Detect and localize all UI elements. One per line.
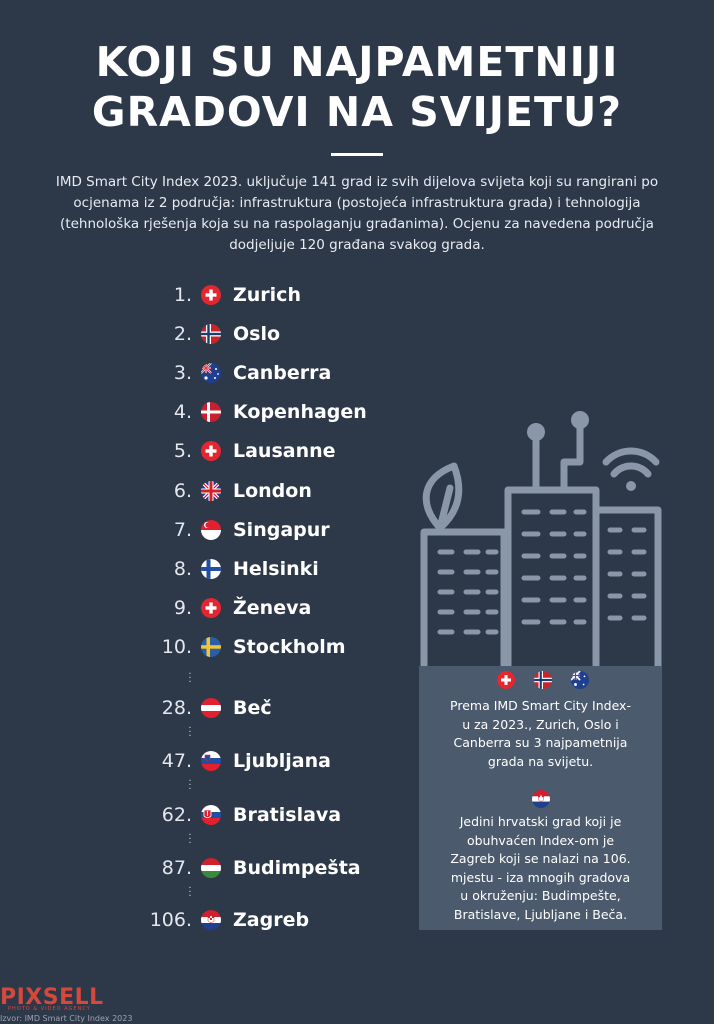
ellipsis-dots: · · ·	[188, 883, 192, 902]
pixsell-logo: PIXSELL	[0, 985, 104, 1010]
panel-text-line: Canberra su 3 najpametnija	[453, 735, 628, 750]
panel-text-line: Bratislave, Ljubljane i Beča.	[453, 906, 628, 922]
rank-number: 10.	[161, 636, 192, 658]
smart-city-buildings-icon	[420, 411, 662, 670]
uk-flag-icon	[201, 481, 221, 501]
title-divider	[331, 153, 383, 156]
rank-number: 62.	[161, 804, 192, 826]
rank-number: 7.	[173, 519, 192, 541]
logo-subtitle: PHOTO & VIDEO AGENCY	[8, 1006, 91, 1012]
australia-flag-icon	[571, 671, 589, 689]
city-name: Zurich	[233, 284, 301, 306]
slovakia-flag-icon	[201, 805, 221, 825]
panel-text-line: mjestu - iza mnogih gradova	[450, 869, 631, 885]
rank-number: 3.	[173, 362, 192, 384]
source-note: Izvor: IMD Smart City Index 2023	[0, 1014, 133, 1023]
panel-text-line: grada na svijetu.	[487, 753, 594, 769]
switzerland-flag-icon	[201, 598, 221, 618]
sweden-flag-icon	[201, 637, 221, 657]
city-name: Lausanne	[233, 440, 336, 462]
city-name: Stockholm	[233, 636, 346, 658]
info-panel: Prema IMD Smart City Index- u za 2023., …	[419, 666, 662, 930]
rank-number: 106.	[149, 909, 192, 931]
city-name: Ljubljana	[233, 750, 331, 772]
panel-text-line: u za 2023., Zurich, Oslo i	[462, 716, 619, 732]
city-name: London	[233, 480, 312, 502]
city-name: Zagreb	[233, 909, 310, 931]
city-name: Ženeva	[233, 597, 312, 619]
rank-number: 1.	[173, 284, 192, 306]
denmark-flag-icon	[201, 402, 221, 422]
page-title-line-1: KOJI SU NAJPAMETNIJI	[95, 38, 619, 86]
rank-number: 5.	[173, 440, 192, 462]
panel-top-text: Prema IMD Smart City Index- u za 2023., …	[419, 697, 662, 771]
intro-line: ocjenama iz 2 područja: infrastruktura (…	[73, 195, 641, 211]
panel-text-line: u okruženju: Budimpešte,	[460, 888, 621, 903]
page-title-line-2: GRADOVI NA SVIJETU?	[91, 88, 623, 136]
panel-text-line: Zagreb koji se nalazi na 106.	[450, 851, 631, 866]
city-name: Budimpešta	[233, 857, 361, 879]
intro-line: (tehnološka rješenja koja su na raspolag…	[60, 216, 654, 232]
panel-text-line: Prema IMD Smart City Index-	[450, 698, 631, 713]
switzerland-flag-icon	[201, 441, 221, 461]
ellipsis-dots: · · ·	[188, 830, 192, 849]
rank-number: 6.	[173, 480, 192, 502]
australia-flag-icon	[201, 363, 221, 383]
ellipsis-dots: · · ·	[188, 669, 192, 688]
city-name: Canberra	[233, 362, 332, 384]
rank-number: 28.	[161, 697, 192, 719]
city-name: Bratislava	[233, 804, 342, 826]
intro-paragraph: IMD Smart City Index 2023. uključuje 141…	[40, 172, 674, 256]
city-name: Helsinki	[233, 558, 319, 580]
croatia-flag-icon	[532, 790, 550, 808]
singapore-flag-icon	[201, 520, 221, 540]
rank-number: 2.	[173, 323, 192, 345]
slovenia-flag-icon	[201, 751, 221, 771]
city-name: Singapur	[233, 519, 330, 541]
city-name: Kopenhagen	[233, 401, 367, 423]
rank-number: 47.	[161, 750, 192, 772]
switzerland-flag-icon	[201, 285, 221, 305]
rank-number: 8.	[173, 558, 192, 580]
switzerland-flag-icon	[497, 671, 515, 689]
rank-number: 87.	[161, 857, 192, 879]
norway-flag-icon	[201, 324, 221, 344]
intro-line: IMD Smart City Index 2023. uključuje 141…	[55, 174, 659, 190]
croatia-flag-icon	[201, 910, 221, 930]
austria-flag-icon	[201, 698, 221, 718]
intro-line: dodjeljuje 120 građana svakog grada.	[229, 237, 485, 253]
ellipsis-dots: · · ·	[188, 776, 192, 795]
city-name: Oslo	[233, 323, 281, 345]
norway-flag-icon	[534, 671, 552, 689]
city-name: Beč	[233, 697, 272, 719]
panel-text-line: Jedini hrvatski grad koji je	[459, 814, 622, 829]
rank-number: 4.	[173, 401, 192, 423]
rank-number: 9.	[173, 597, 192, 619]
finland-flag-icon	[201, 559, 221, 579]
ellipsis-dots: · · ·	[188, 723, 192, 742]
panel-bottom-text: Jedini hrvatski grad koji je obuhvaćen I…	[419, 813, 662, 924]
panel-text-line: obuhvaćen Index-om je	[466, 832, 615, 848]
hungary-flag-icon	[201, 858, 221, 878]
